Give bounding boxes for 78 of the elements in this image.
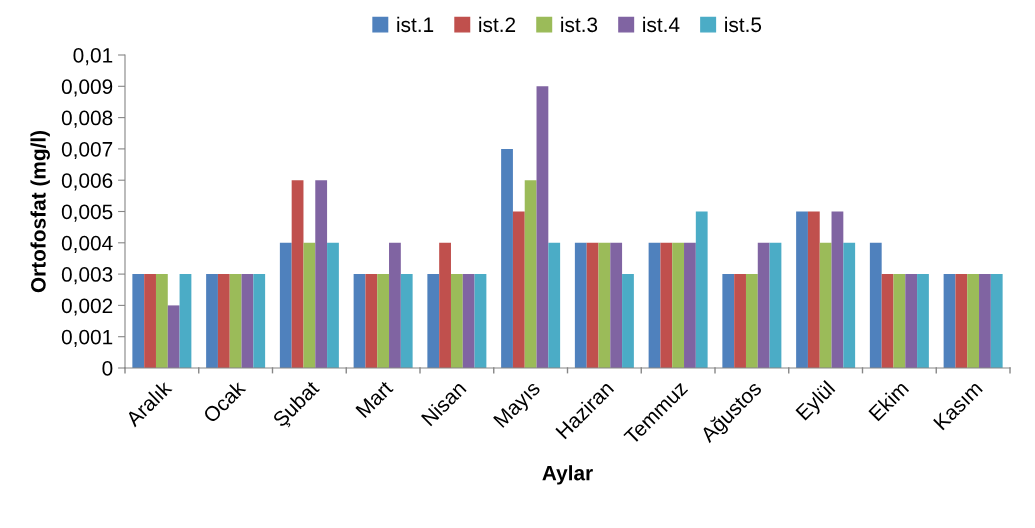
- bar: [757, 242, 770, 368]
- bar: [622, 274, 634, 368]
- bar: [979, 274, 991, 368]
- bar: [807, 211, 820, 368]
- bar: [967, 274, 980, 368]
- bar: [303, 242, 316, 368]
- bar: [769, 242, 782, 368]
- bar: [943, 274, 956, 368]
- bar: [819, 242, 832, 368]
- bar: [586, 242, 599, 368]
- bar: [524, 180, 537, 368]
- bar: [132, 274, 145, 368]
- bar: [796, 211, 808, 368]
- bar: [167, 305, 180, 368]
- bar: [598, 242, 611, 368]
- y-tick-label: 0,006: [61, 173, 113, 191]
- bar: [722, 274, 735, 368]
- bar: [610, 242, 623, 368]
- y-tick-label: 0,004: [61, 235, 113, 254]
- bar: [695, 211, 708, 368]
- bar: [229, 274, 242, 368]
- bar: [548, 242, 561, 368]
- y-tick-label: 0,01: [73, 48, 113, 66]
- bar: [474, 274, 487, 368]
- bar: [353, 274, 366, 368]
- bar: [253, 274, 266, 368]
- bar: [869, 242, 882, 368]
- y-axis-title: Ortofosfat (mg/l): [30, 130, 50, 293]
- bar: [660, 242, 673, 368]
- bar: [574, 242, 587, 368]
- y-tick-label: 0,007: [61, 141, 113, 160]
- bar: [427, 274, 440, 368]
- bar: [881, 274, 894, 368]
- y-tick-label: 0,009: [61, 79, 113, 97]
- legend-label: ist.2: [479, 16, 516, 33]
- bar: [536, 86, 549, 368]
- legend-label: ist.4: [643, 16, 680, 33]
- bar: [672, 242, 685, 368]
- bar: [648, 242, 661, 368]
- bar: [439, 242, 451, 368]
- bar: [893, 274, 906, 368]
- bar: [389, 242, 401, 368]
- y-tick-label: 0,003: [61, 267, 113, 285]
- bar: [905, 274, 918, 368]
- bar: [291, 180, 304, 368]
- bar: [512, 211, 525, 368]
- bar: [377, 274, 390, 368]
- y-tick-label: 0,002: [61, 298, 113, 316]
- bar: [279, 242, 292, 368]
- bar: [315, 180, 328, 368]
- bar: [745, 274, 758, 368]
- bar: [450, 274, 463, 368]
- legend-label: ist.3: [561, 16, 598, 33]
- bar: [400, 274, 413, 368]
- bar: [501, 148, 513, 368]
- bar: [831, 211, 844, 368]
- legend-label: ist.5: [725, 16, 762, 33]
- bar: [179, 274, 192, 368]
- bar: [217, 274, 230, 368]
- bar: [327, 242, 339, 368]
- bar: [734, 274, 746, 368]
- y-tick-label: 0,008: [61, 110, 113, 128]
- bar: [241, 274, 254, 368]
- bar: [206, 274, 218, 368]
- bar: [462, 274, 475, 368]
- y-tick-label: 0: [102, 361, 113, 376]
- bar: [843, 242, 856, 368]
- bar: [365, 274, 378, 368]
- bar: [684, 242, 696, 368]
- legend-label: ist.1: [397, 16, 434, 33]
- bar: [155, 274, 168, 368]
- bar: [917, 274, 929, 368]
- bar: [990, 274, 1003, 368]
- bar: [144, 274, 156, 368]
- bar: [955, 274, 968, 368]
- y-tick-label: 0,005: [61, 204, 113, 222]
- y-tick-label: 0,001: [61, 329, 113, 347]
- x-axis-title: Aylar: [542, 465, 593, 485]
